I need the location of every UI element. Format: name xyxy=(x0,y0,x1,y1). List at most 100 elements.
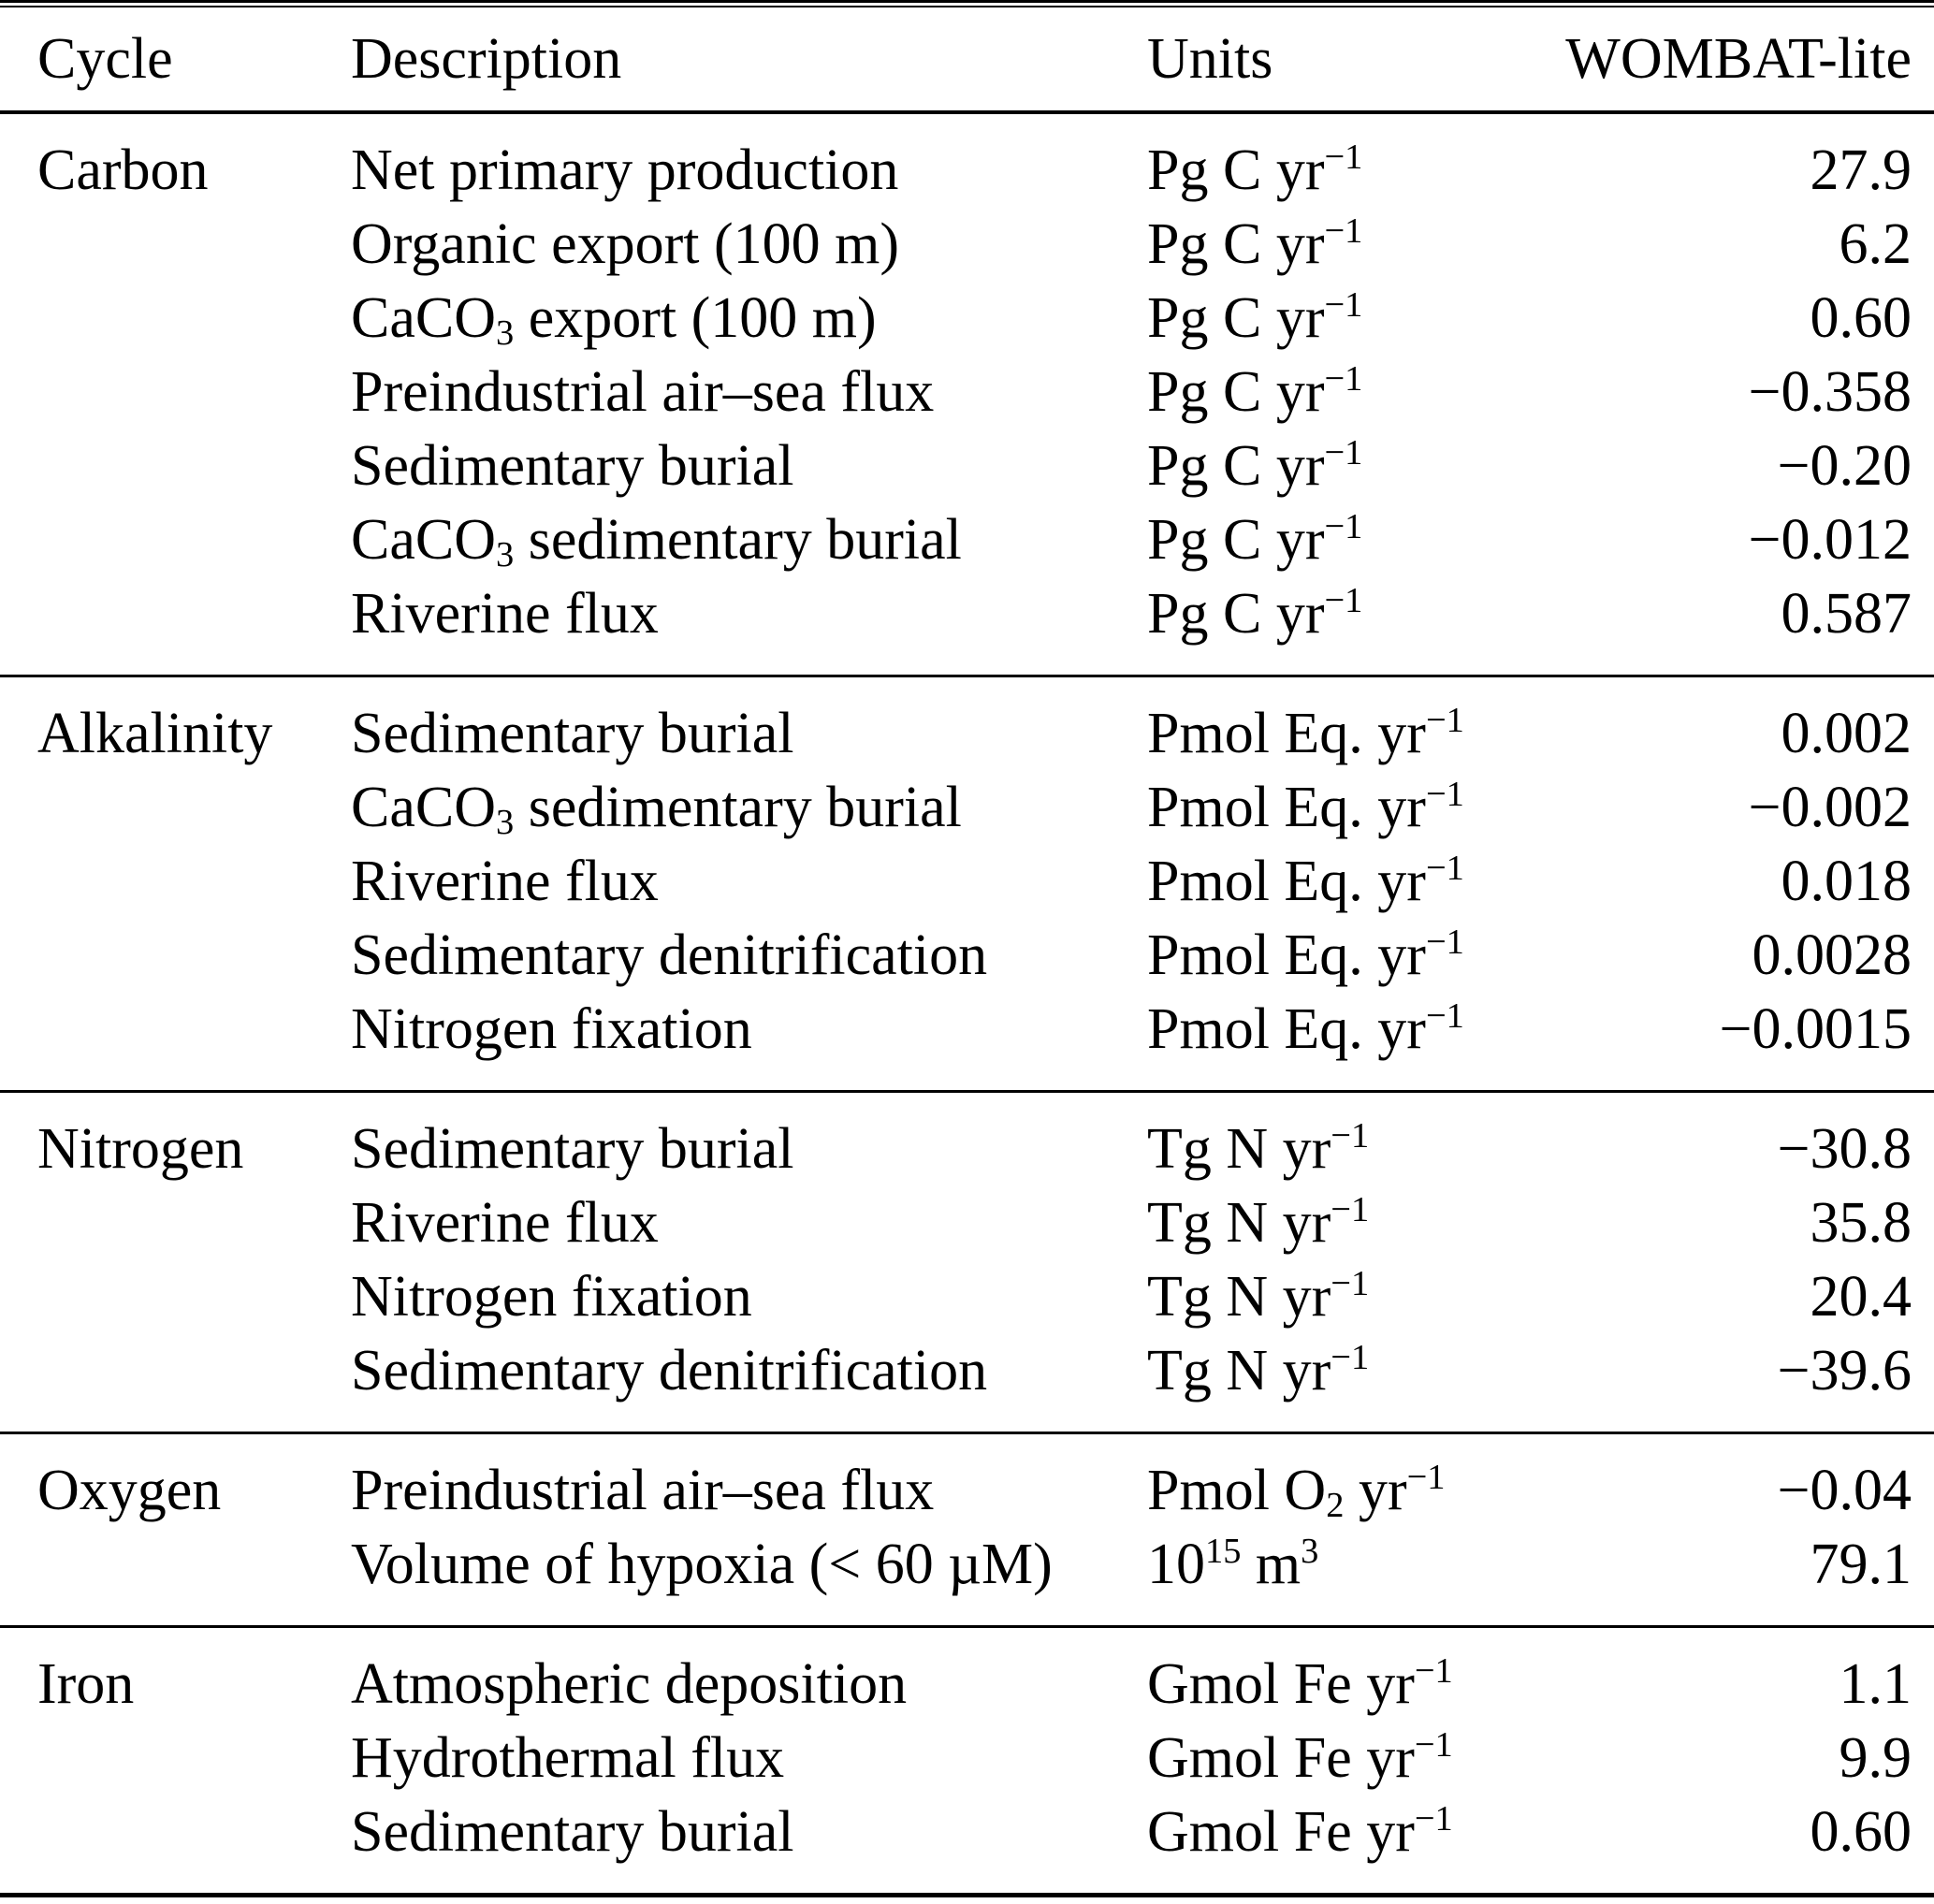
table-row: Organic export (100 m) Pg C yr−1 6.2 xyxy=(0,207,1934,281)
superscript: −1 xyxy=(1324,433,1363,473)
table-row: Volume of hypoxia (< 60 µM) 1015 m3 79.1 xyxy=(0,1527,1934,1601)
row-units: Gmol Fe yr−1 xyxy=(1147,1799,1453,1864)
table-row: Oxygen Preindustrial air–sea flux Pmol O… xyxy=(0,1453,1934,1527)
section-separator-rule xyxy=(0,675,1934,677)
superscript: −1 xyxy=(1425,996,1464,1037)
row-description: Hydrothermal flux xyxy=(351,1725,785,1790)
row-description: Atmospheric deposition xyxy=(351,1651,908,1716)
row-value: −0.012 xyxy=(1748,507,1912,572)
row-value: 0.002 xyxy=(1781,701,1912,765)
superscript: −1 xyxy=(1324,285,1363,326)
table-row: Sedimentary denitrification Pmol Eq. yr−… xyxy=(0,918,1934,992)
superscript: −1 xyxy=(1324,507,1363,547)
row-description: Net primary production xyxy=(351,138,899,202)
row-units: Pmol Eq. yr−1 xyxy=(1147,849,1464,913)
row-description: Sedimentary denitrification xyxy=(351,1338,988,1403)
superscript: 3 xyxy=(1301,1532,1319,1572)
row-units: Pmol O2 yr−1 xyxy=(1147,1458,1446,1525)
row-units: Pg C yr−1 xyxy=(1147,359,1363,424)
table-header-row: Cycle Description Units WOMBAT-lite xyxy=(0,7,1934,110)
table-row: Preindustrial air–sea flux Pg C yr−1 −0.… xyxy=(0,355,1934,429)
row-description: Nitrogen fixation xyxy=(351,996,752,1061)
cycle-section: Alkalinity Sedimentary burial Pmol Eq. y… xyxy=(0,677,1934,1090)
row-description: Nitrogen fixation xyxy=(351,1264,752,1329)
superscript: −1 xyxy=(1425,775,1464,815)
row-value: −39.6 xyxy=(1777,1338,1912,1403)
superscript: −1 xyxy=(1324,211,1363,252)
row-units: Tg N yr−1 xyxy=(1147,1264,1370,1329)
row-value: 0.018 xyxy=(1781,849,1912,913)
row-description: Preindustrial air–sea flux xyxy=(351,1458,935,1522)
superscript: −1 xyxy=(1331,1190,1370,1230)
row-description: Riverine flux xyxy=(351,849,659,913)
cycle-label: Alkalinity xyxy=(37,701,273,765)
table-row: CaCO3 sedimentary burial Pg C yr−1 −0.01… xyxy=(0,502,1934,576)
row-units: Pg C yr−1 xyxy=(1147,211,1363,276)
row-value: 0.0028 xyxy=(1752,923,1912,987)
superscript: −1 xyxy=(1324,138,1363,178)
row-value: 6.2 xyxy=(1839,211,1912,276)
row-units: Pg C yr−1 xyxy=(1147,581,1363,646)
table-row: Sedimentary denitrification Tg N yr−1 −3… xyxy=(0,1333,1934,1407)
row-units: Pmol Eq. yr−1 xyxy=(1147,701,1464,765)
cycle-label: Nitrogen xyxy=(37,1116,244,1181)
row-value: 27.9 xyxy=(1810,138,1912,202)
subscript: 3 xyxy=(496,312,515,353)
row-value: −30.8 xyxy=(1777,1116,1912,1181)
row-value: 0.60 xyxy=(1810,285,1912,350)
superscript: −1 xyxy=(1414,1651,1453,1692)
row-units: Pg C yr−1 xyxy=(1147,138,1363,202)
row-value: 1.1 xyxy=(1839,1651,1912,1716)
superscript: 15 xyxy=(1205,1532,1242,1572)
row-description: Sedimentary burial xyxy=(351,701,794,765)
table-body: Carbon Net primary production Pg C yr−1 … xyxy=(0,114,1934,1893)
subscript: 3 xyxy=(496,802,515,842)
cycle-label: Oxygen xyxy=(37,1458,222,1522)
table-row: Carbon Net primary production Pg C yr−1 … xyxy=(0,133,1934,207)
row-value: 20.4 xyxy=(1810,1264,1912,1329)
row-description: CaCO3 sedimentary burial xyxy=(351,775,962,842)
row-units: Pg C yr−1 xyxy=(1147,507,1363,572)
cycle-label: Iron xyxy=(37,1651,135,1716)
table-row: Nitrogen Sedimentary burial Tg N yr−1 −3… xyxy=(0,1112,1934,1185)
row-value: −0.0015 xyxy=(1719,996,1912,1061)
row-units: Tg N yr−1 xyxy=(1147,1190,1370,1255)
superscript: −1 xyxy=(1414,1799,1453,1839)
superscript: −1 xyxy=(1331,1264,1370,1304)
section-rows: Nitrogen Sedimentary burial Tg N yr−1 −3… xyxy=(0,1112,1934,1407)
table-row: Nitrogen fixation Tg N yr−1 20.4 xyxy=(0,1259,1934,1333)
header-separator-rule xyxy=(0,110,1934,114)
section-rows: Alkalinity Sedimentary burial Pmol Eq. y… xyxy=(0,696,1934,1066)
section-rows: Iron Atmospheric deposition Gmol Fe yr−1… xyxy=(0,1647,1934,1868)
table-row: Sedimentary burial Gmol Fe yr−1 0.60 xyxy=(0,1795,1934,1868)
column-header-description: Description xyxy=(351,27,622,91)
superscript: −1 xyxy=(1425,849,1464,889)
column-header-cycle: Cycle xyxy=(37,27,173,91)
cycle-section: Oxygen Preindustrial air–sea flux Pmol O… xyxy=(0,1434,1934,1625)
cycle-section: Iron Atmospheric deposition Gmol Fe yr−1… xyxy=(0,1628,1934,1893)
row-description: Preindustrial air–sea flux xyxy=(351,359,935,424)
row-value: 9.9 xyxy=(1839,1725,1912,1790)
row-value: 0.587 xyxy=(1781,581,1912,646)
table-row: Riverine flux Tg N yr−1 35.8 xyxy=(0,1185,1934,1259)
row-description: Organic export (100 m) xyxy=(351,211,899,276)
superscript: −1 xyxy=(1331,1116,1370,1156)
table-bottom-rule xyxy=(0,1893,1934,1897)
row-description: Riverine flux xyxy=(351,581,659,646)
row-units: Pmol Eq. yr−1 xyxy=(1147,923,1464,987)
row-value: −0.04 xyxy=(1777,1458,1912,1522)
table-row: Hydrothermal flux Gmol Fe yr−1 9.9 xyxy=(0,1721,1934,1795)
row-units: Tg N yr−1 xyxy=(1147,1116,1370,1181)
row-units: Tg N yr−1 xyxy=(1147,1338,1370,1403)
row-description: CaCO3 export (100 m) xyxy=(351,285,877,353)
row-value: −0.358 xyxy=(1748,359,1912,424)
superscript: −1 xyxy=(1331,1338,1370,1378)
row-units: 1015 m3 xyxy=(1147,1532,1319,1596)
superscript: −1 xyxy=(1425,701,1464,741)
row-description: Sedimentary denitrification xyxy=(351,923,988,987)
section-rows: Carbon Net primary production Pg C yr−1 … xyxy=(0,133,1934,650)
section-separator-rule xyxy=(0,1090,1934,1093)
table-row: Riverine flux Pmol Eq. yr−1 0.018 xyxy=(0,844,1934,918)
section-separator-rule xyxy=(0,1625,1934,1628)
